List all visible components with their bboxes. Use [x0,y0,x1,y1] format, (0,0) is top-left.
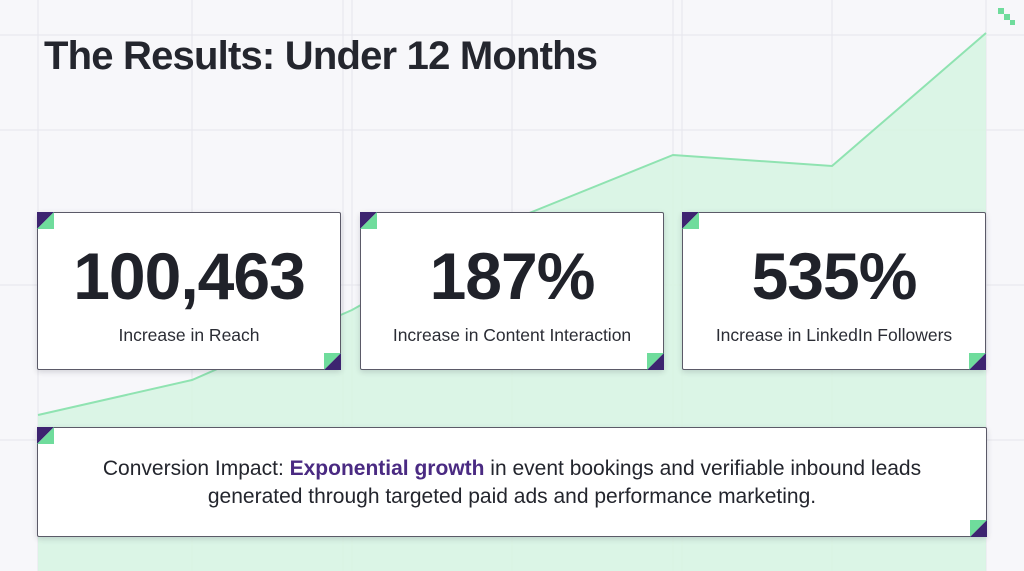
impact-highlight: Exponential growth [289,457,485,480]
corner-triangle-icon [647,353,664,370]
corner-triangle-icon [37,212,54,229]
stat-label: Increase in Content Interaction [392,325,632,345]
conversion-impact-card: Conversion Impact: Exponential growth in… [37,427,987,537]
stat-card-content-interaction: 187% Increase in Content Interaction [360,212,664,370]
stat-value: 187% [429,239,596,313]
corner-triangle-icon [324,353,341,370]
impact-prefix: Conversion Impact: [102,457,290,480]
stat-value: 100,463 [73,239,306,313]
corner-triangle-icon [682,212,699,229]
impact-suffix: in event bookings and verifiable inbound… [207,457,922,508]
stat-card-linkedin-followers: 535% Increase in LinkedIn Followers [682,212,986,370]
corner-triangle-icon [969,353,986,370]
corner-triangle-icon [970,520,987,537]
stat-value: 535% [751,239,918,313]
green-square-logo-icon [998,8,1015,25]
corner-triangle-icon [360,212,377,229]
corner-triangle-icon [37,427,54,444]
stat-label: Increase in Reach [118,325,260,345]
page-title: The Results: Under 12 Months [44,34,598,78]
conversion-impact-text: Conversion Impact: Exponential growth in… [68,455,956,511]
stat-label: Increase in LinkedIn Followers [715,325,953,345]
stat-card-reach: 100,463 Increase in Reach [37,212,341,370]
